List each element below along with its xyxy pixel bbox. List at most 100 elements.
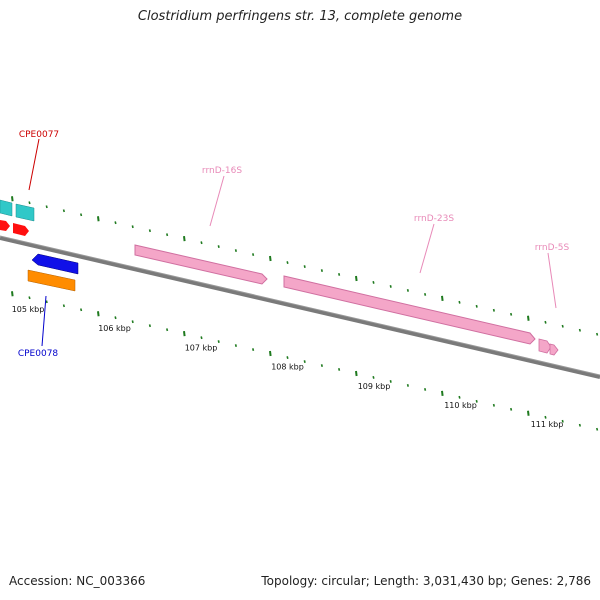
cds-red-arrow-1[interactable] bbox=[0, 220, 10, 231]
upper-row-tick bbox=[200, 241, 203, 245]
rrna-23s-arrow[interactable] bbox=[283, 275, 536, 345]
upper-row-tick bbox=[338, 273, 341, 276]
lower-row-tick bbox=[80, 308, 83, 312]
upper-row-tick bbox=[269, 255, 272, 262]
lower-row-tick bbox=[389, 380, 392, 383]
lower-row-tick bbox=[269, 350, 272, 357]
cpe0077-connector bbox=[28, 138, 40, 191]
cds-red-arrow-2[interactable] bbox=[13, 223, 29, 236]
lower-row-tick bbox=[97, 311, 100, 317]
upper-row-tick bbox=[510, 312, 513, 316]
lower-row-tick bbox=[596, 427, 599, 431]
cds-orange-block[interactable] bbox=[27, 269, 76, 292]
upper-row-tick bbox=[11, 196, 14, 202]
upper-row-tick bbox=[544, 320, 547, 324]
scale-label: 105 kbp bbox=[12, 305, 45, 314]
upper-row-tick bbox=[578, 328, 581, 332]
upper-row-tick bbox=[114, 221, 117, 225]
upper-row-tick bbox=[234, 249, 237, 252]
lower-row-tick bbox=[406, 384, 409, 387]
upper-row-tick bbox=[45, 205, 48, 209]
lower-row-tick bbox=[11, 291, 14, 297]
upper-row-tick bbox=[441, 295, 444, 302]
cds-cyan-block-2[interactable] bbox=[15, 203, 35, 222]
genome-backbone-highlight bbox=[0, 235, 600, 376]
rrna-16s-arrow[interactable] bbox=[134, 244, 268, 285]
scale-label: 108 kbp bbox=[271, 363, 304, 372]
upper-row-tick bbox=[252, 253, 255, 256]
label-rrnd16s: rrnD-16S bbox=[202, 166, 242, 176]
scale-label: 111 kbp bbox=[531, 420, 564, 429]
upper-row-tick bbox=[372, 281, 375, 284]
genome-summary-text: Topology: circular; Length: 3,031,430 bp… bbox=[261, 574, 591, 588]
upper-row-tick bbox=[406, 289, 409, 292]
lower-row-tick bbox=[114, 316, 117, 320]
cds-cpe0077[interactable] bbox=[0, 199, 35, 222]
upper-row-tick bbox=[80, 213, 83, 217]
lower-row-tick bbox=[458, 395, 461, 399]
lower-row-tick bbox=[510, 407, 513, 411]
lower-row-tick bbox=[303, 360, 306, 363]
upper-row-tick bbox=[148, 229, 151, 233]
upper-row-tick bbox=[131, 225, 134, 229]
lower-row-tick bbox=[355, 370, 358, 377]
lower-row-tick bbox=[148, 324, 151, 328]
upper-row-tick bbox=[183, 235, 186, 242]
scale-label: 110 kbp bbox=[444, 401, 477, 410]
label-rrnd23s: rrnD-23S bbox=[414, 214, 454, 224]
rrnd23s-connector bbox=[419, 223, 435, 274]
upper-row-tick bbox=[28, 201, 31, 205]
lower-row-tick bbox=[131, 320, 134, 324]
lower-row-tick bbox=[544, 415, 547, 419]
cds-blue-arrow[interactable] bbox=[31, 253, 79, 275]
lower-row-tick bbox=[45, 300, 48, 304]
lower-row-tick bbox=[286, 356, 289, 359]
upper-row-tick bbox=[389, 285, 392, 288]
lower-row-tick bbox=[200, 336, 203, 340]
label-cpe0077: CPE0077 bbox=[19, 130, 59, 140]
upper-row-tick bbox=[596, 332, 599, 336]
upper-row-tick bbox=[97, 216, 100, 222]
lower-row-tick bbox=[183, 330, 186, 337]
upper-row-tick bbox=[166, 233, 169, 237]
rrnd16s-connector bbox=[209, 175, 225, 227]
genome-backbone bbox=[0, 236, 600, 379]
scale-labels: 105 kbp 106 kbp 107 kbp 108 kbp 109 kbp 110 k… bbox=[12, 305, 564, 429]
scale-label: 106 kbp bbox=[98, 324, 131, 333]
upper-row-tick bbox=[303, 265, 306, 268]
upper-row-tick bbox=[475, 304, 478, 308]
label-rrnd5s: rrnD-5S bbox=[535, 243, 570, 253]
cpe0078-connector bbox=[41, 295, 47, 347]
lower-row-tick bbox=[338, 368, 341, 371]
upper-row-tick bbox=[320, 269, 323, 272]
accession-text: Accession: NC_003366 bbox=[9, 574, 146, 588]
tick-row-upper bbox=[11, 196, 599, 336]
upper-row-tick bbox=[286, 261, 289, 264]
upper-row-tick bbox=[424, 293, 427, 296]
scale-label: 109 kbp bbox=[358, 382, 391, 391]
lower-row-tick bbox=[372, 376, 375, 379]
lower-row-tick bbox=[234, 344, 237, 347]
lower-row-tick bbox=[166, 328, 169, 332]
upper-row-tick bbox=[492, 308, 495, 312]
cds-cyan-block-1[interactable] bbox=[0, 199, 13, 217]
lower-row-tick bbox=[424, 388, 427, 391]
lower-row-tick bbox=[28, 296, 31, 300]
lower-row-tick bbox=[527, 410, 530, 416]
upper-row-tick bbox=[458, 300, 461, 304]
lower-row-tick bbox=[578, 423, 581, 427]
upper-row-tick bbox=[62, 209, 65, 213]
rrna-5s-arrow[interactable] bbox=[538, 338, 552, 354]
upper-row-tick bbox=[355, 275, 358, 282]
rrna-5s-arrow-b[interactable] bbox=[549, 343, 559, 356]
scale-label: 107 kbp bbox=[185, 343, 218, 352]
rrnd5s-connector bbox=[547, 252, 557, 309]
label-cpe0078: CPE0078 bbox=[18, 349, 59, 359]
map-title: Clostridium perfringens str. 13, complet… bbox=[137, 9, 463, 24]
lower-row-tick bbox=[441, 390, 444, 397]
upper-row-tick bbox=[527, 315, 530, 321]
upper-row-tick bbox=[217, 245, 220, 248]
lower-row-tick bbox=[252, 348, 255, 351]
lower-row-tick bbox=[320, 364, 323, 367]
